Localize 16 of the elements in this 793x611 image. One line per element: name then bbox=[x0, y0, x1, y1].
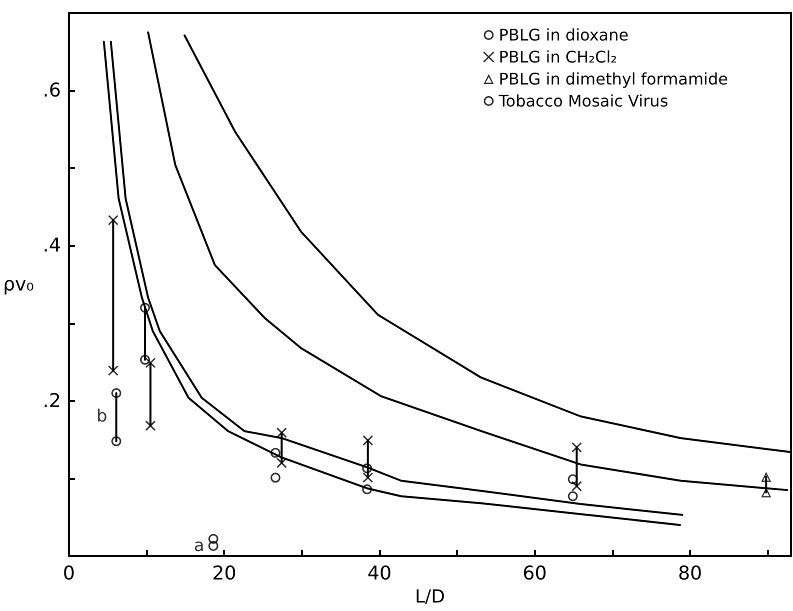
legend-label: PBLG in CH₂Cl₂ bbox=[498, 48, 618, 66]
legend-label: Tobacco Mosaic Virus bbox=[498, 92, 668, 110]
y-axis-title: ρv₀ bbox=[3, 274, 34, 296]
annotation: a bbox=[194, 536, 204, 556]
y-tick-label: .6 bbox=[42, 80, 61, 102]
x-tick-label: 80 bbox=[678, 562, 702, 584]
y-tick-label: .4 bbox=[42, 234, 61, 257]
x-axis-title: L/D bbox=[414, 586, 445, 608]
x-tick-label: 20 bbox=[212, 562, 236, 584]
x-tick-label: 40 bbox=[367, 562, 392, 584]
x-tick-label: 0 bbox=[62, 562, 75, 584]
x-tick-label: 60 bbox=[522, 562, 547, 584]
annotation: b bbox=[96, 406, 108, 426]
legend-label: PBLG in dimethyl formamide bbox=[498, 70, 728, 88]
legend-label: PBLG in dioxane bbox=[498, 26, 629, 44]
y-tick-label: .2 bbox=[42, 390, 61, 412]
